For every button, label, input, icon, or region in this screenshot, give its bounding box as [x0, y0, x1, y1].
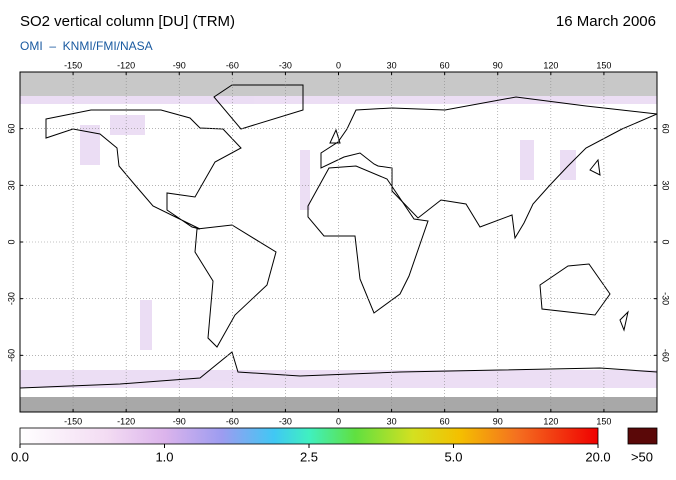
lat-tick-label: -30	[6, 292, 16, 305]
colorbar-label: 0.0	[11, 449, 29, 464]
lon-tick-label: 30	[387, 416, 397, 426]
lon-tick-label: -150	[64, 60, 82, 70]
lon-tick-label: -60	[226, 60, 239, 70]
lon-tick-label: -120	[117, 416, 135, 426]
lon-tick-label: -150	[64, 416, 82, 426]
lon-tick-label: 0	[336, 60, 341, 70]
lat-tick-label: 60	[661, 124, 671, 134]
lon-tick-label: 90	[493, 416, 503, 426]
lat-tick-label: 60	[6, 124, 16, 134]
overflow-label: >50	[631, 449, 653, 464]
colorbar	[19, 427, 599, 445]
lat-tick-label: 0	[661, 239, 671, 244]
lon-tick-label: -30	[279, 60, 292, 70]
lon-tick-label: 60	[440, 416, 450, 426]
lon-tick-label: 90	[493, 60, 503, 70]
lat-tick-label: 30	[661, 180, 671, 190]
colorbar-label: 5.0	[444, 449, 462, 464]
lon-tick-label: 60	[440, 60, 450, 70]
lon-tick-label: 120	[543, 60, 558, 70]
lon-tick-label: 150	[596, 60, 611, 70]
lon-tick-label: 120	[543, 416, 558, 426]
lat-tick-label: 0	[6, 239, 16, 244]
lon-tick-label: -90	[173, 60, 186, 70]
lon-tick-label: 150	[596, 416, 611, 426]
source: OMI – KNMI/FMI/NASA	[20, 39, 153, 53]
lat-tick-label: -60	[6, 349, 16, 362]
lon-tick-label: 30	[387, 60, 397, 70]
colorbar-overflow	[627, 427, 658, 445]
date: 16 March 2006	[556, 13, 656, 30]
lon-tick-label: -30	[279, 416, 292, 426]
lon-tick-label: 0	[336, 416, 341, 426]
lat-tick-label: -60	[661, 349, 671, 362]
lon-tick-label: -60	[226, 416, 239, 426]
lat-tick-label: -30	[661, 292, 671, 305]
lon-tick-label: -90	[173, 416, 186, 426]
lon-tick-label: -120	[117, 60, 135, 70]
lat-tick-label: 30	[6, 180, 16, 190]
title: SO2 vertical column [DU] (TRM)	[20, 13, 235, 30]
colorbar-label: 20.0	[585, 449, 610, 464]
map	[20, 72, 657, 412]
colorbar-label: 1.0	[155, 449, 173, 464]
colorbar-label: 2.5	[300, 449, 318, 464]
